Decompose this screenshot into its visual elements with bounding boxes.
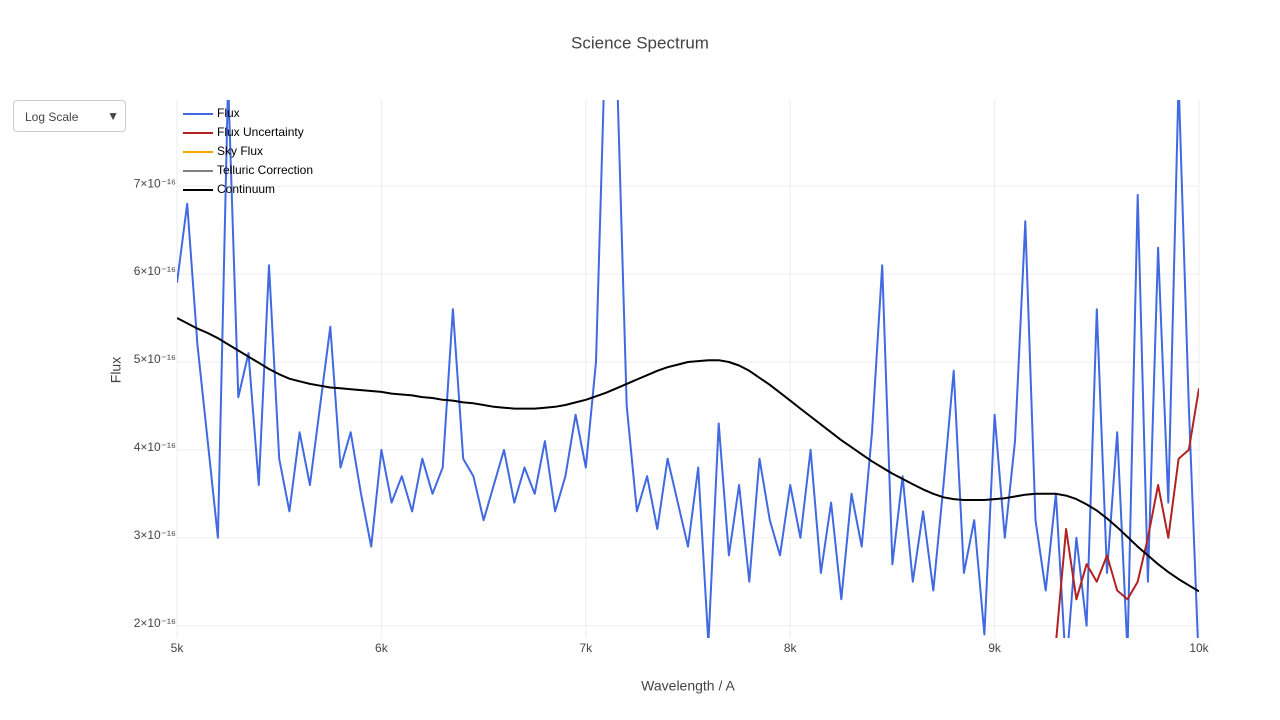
x-tick-label: 5k <box>171 641 185 655</box>
series-line <box>1055 388 1199 638</box>
chart-title: Science Spectrum <box>571 33 709 52</box>
y-tick-label: 5×10⁻¹⁶ <box>134 352 176 366</box>
y-tick-label: 6×10⁻¹⁶ <box>134 264 176 278</box>
grid <box>176 100 1200 638</box>
legend-label: Flux <box>217 106 240 120</box>
dropdown-arrow: ▼ <box>107 109 119 123</box>
scale-dropdown[interactable]: Log Scale ▼ <box>13 100 126 132</box>
y-tick-label: 2×10⁻¹⁶ <box>134 616 176 630</box>
series-line <box>177 100 1199 638</box>
x-tick-label: 8k <box>784 641 798 655</box>
x-tick-label: 9k <box>988 641 1002 655</box>
y-axis-title: Flux <box>108 357 124 383</box>
x-tick-label: 6k <box>375 641 389 655</box>
dropdown-label: Log Scale <box>25 110 79 124</box>
y-tick-label: 7×10⁻¹⁶ <box>134 176 176 190</box>
y-tick-label: 4×10⁻¹⁶ <box>134 440 176 454</box>
legend: Flux Flux Uncertainty Sky Flux Telluric Cor… <box>183 106 313 196</box>
x-axis-title: Wavelength / A <box>641 678 735 694</box>
x-tick-label: 7k <box>579 641 593 655</box>
legend-label: Telluric Correction <box>217 163 313 177</box>
x-tick-label: 10k <box>1189 641 1209 655</box>
plot-area <box>177 100 1199 638</box>
y-tick-label: 3×10⁻¹⁶ <box>134 528 176 542</box>
legend-label: Sky Flux <box>217 144 263 158</box>
series-line <box>177 317 1199 593</box>
legend-label: Continuum <box>217 182 275 196</box>
legend-label: Flux Uncertainty <box>217 125 304 139</box>
